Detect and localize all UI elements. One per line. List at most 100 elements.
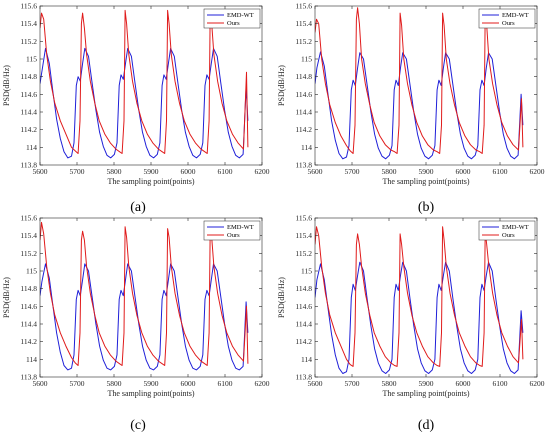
y-tick-label: 114.4 [20, 320, 37, 329]
y-axis-label: PSD(dB/Hz) [277, 277, 286, 318]
x-tick-label: 5700 [345, 379, 360, 388]
y-tick-label: 115.2 [295, 249, 312, 258]
x-tick-label: 6000 [456, 167, 471, 176]
y-tick-label: 114.8 [20, 72, 37, 81]
y-tick-label: 114.6 [20, 302, 37, 311]
y-tick-label: 114 [26, 355, 37, 364]
x-tick-label: 5700 [70, 379, 85, 388]
x-axis-label: The sampling point(points) [382, 177, 469, 186]
chart-panel-d: 5600 5700 5800 5900 6000 6100 6200 113.8 114 114.… [275, 212, 545, 412]
chart-panel-c: 5600 5700 5800 5900 6000 6100 6200 113.8 114 114.… [0, 212, 270, 412]
y-tick-label: 115.6 [295, 214, 312, 223]
series-line-emd-wt [315, 51, 524, 160]
x-tick-label: 6000 [181, 379, 196, 388]
x-tick-label: 5700 [70, 167, 85, 176]
y-tick-label: 114.2 [20, 337, 37, 346]
y-tick-label: 114 [26, 143, 37, 152]
x-tick-label: 6200 [255, 167, 270, 176]
legend-label: Ours [502, 20, 515, 27]
legend-label: Ours [502, 232, 515, 239]
x-tick-label: 5800 [382, 379, 397, 388]
y-tick-label: 115.4 [20, 231, 37, 240]
chart-svg: 5600 5700 5800 5900 6000 6100 6200 113.8 114 114.… [2, 2, 270, 187]
y-tick-label: 113.8 [295, 373, 312, 382]
x-axis-label: The sampling point(points) [107, 177, 194, 186]
y-tick-label: 114.6 [295, 302, 312, 311]
y-tick-label: 115.2 [295, 37, 312, 46]
y-tick-label: 115.4 [295, 19, 312, 28]
y-tick-label: 114.6 [295, 90, 312, 99]
y-tick-label: 115 [301, 267, 312, 276]
y-tick-label: 115 [26, 267, 37, 276]
y-axis-label: PSD(dB/Hz) [277, 65, 286, 106]
chart-svg: 5600 5700 5800 5900 6000 6100 6200 113.8 114 114.… [2, 214, 270, 399]
legend-label: EMD-WT [227, 12, 254, 19]
x-tick-label: 6200 [530, 379, 545, 388]
y-tick-label: 115.2 [20, 249, 37, 258]
y-axis-label: PSD(dB/Hz) [2, 65, 11, 106]
series-line-ours [40, 221, 249, 366]
series-line-ours [40, 9, 249, 154]
x-tick-label: 6200 [530, 167, 545, 176]
y-tick-label: 115.6 [295, 2, 312, 11]
plot-frame [39, 5, 263, 166]
x-tick-label: 5600 [33, 379, 48, 388]
x-tick-label: 5600 [308, 379, 323, 388]
series-line-emd-wt [40, 47, 249, 159]
x-tick-label: 6100 [493, 167, 508, 176]
x-tick-label: 5900 [419, 167, 434, 176]
x-tick-label: 5900 [144, 167, 159, 176]
series-line-ours [315, 7, 524, 154]
legend-label: Ours [227, 20, 240, 27]
caption-a: (a) [130, 200, 146, 215]
y-tick-label: 113.8 [295, 161, 312, 170]
x-tick-label: 6100 [218, 379, 233, 388]
x-tick-label: 5800 [382, 167, 397, 176]
x-axis-label: The sampling point(points) [107, 389, 194, 398]
legend-label: EMD-WT [502, 224, 529, 231]
x-tick-label: 6000 [181, 167, 196, 176]
caption-c: (c) [130, 418, 146, 433]
legend-label: EMD-WT [227, 224, 254, 231]
y-tick-label: 115.4 [295, 231, 312, 240]
y-tick-label: 114.8 [295, 72, 312, 81]
legend-label: Ours [227, 232, 240, 239]
chart-panel-a: 5600 5700 5800 5900 6000 6100 6200 113.8 114 114.… [0, 0, 270, 200]
x-tick-label: 6000 [456, 379, 471, 388]
chart-svg: 5600 5700 5800 5900 6000 6100 6200 113.8 114 114.… [277, 2, 545, 187]
x-tick-label: 5600 [33, 167, 48, 176]
chart-panel-b: 5600 5700 5800 5900 6000 6100 6200 113.8 114 114.… [275, 0, 545, 200]
caption-b: (b) [417, 200, 435, 215]
y-tick-label: 114.2 [20, 125, 37, 134]
legend-label: EMD-WT [502, 12, 529, 19]
y-tick-label: 115.6 [20, 214, 37, 223]
x-axis-label: The sampling point(points) [382, 389, 469, 398]
y-tick-label: 115 [26, 55, 37, 64]
y-tick-label: 114.2 [295, 125, 312, 134]
y-tick-label: 114.4 [295, 320, 312, 329]
y-axis-label: PSD(dB/Hz) [2, 277, 11, 318]
x-tick-label: 6200 [255, 379, 270, 388]
y-tick-label: 114 [301, 143, 312, 152]
y-tick-label: 113.8 [20, 373, 37, 382]
x-tick-label: 6100 [493, 379, 508, 388]
y-tick-label: 114 [301, 355, 312, 364]
y-tick-label: 114.8 [295, 284, 312, 293]
series-line-emd-wt [315, 261, 524, 374]
x-tick-label: 5900 [419, 379, 434, 388]
y-tick-label: 114.2 [295, 337, 312, 346]
x-tick-label: 5800 [107, 379, 122, 388]
y-tick-label: 113.8 [20, 161, 37, 170]
x-tick-label: 6100 [218, 167, 233, 176]
y-tick-label: 115 [301, 55, 312, 64]
chart-svg: 5600 5700 5800 5900 6000 6100 6200 113.8 114 114.… [277, 214, 545, 399]
plot-frame [39, 217, 263, 378]
y-tick-label: 114.4 [20, 108, 37, 117]
series-line-ours [315, 226, 524, 367]
y-tick-label: 115.4 [20, 19, 37, 28]
y-tick-label: 114.8 [20, 284, 37, 293]
